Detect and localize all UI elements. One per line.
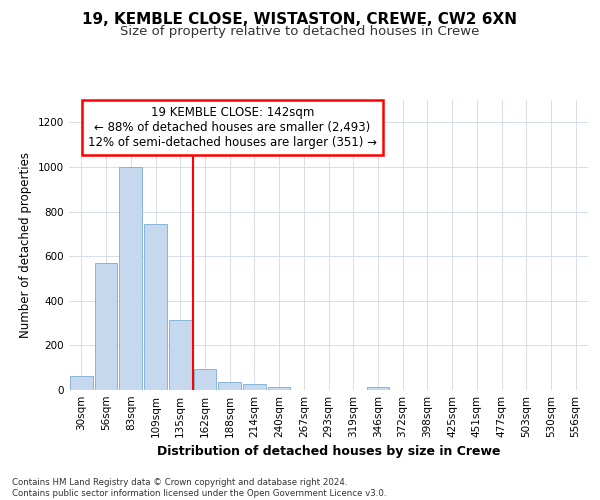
Bar [169,320,191,390]
Bar [70,376,93,390]
Text: 19 KEMBLE CLOSE: 142sqm
← 88% of detached houses are smaller (2,493)
12% of semi: 19 KEMBLE CLOSE: 142sqm ← 88% of detache… [88,106,377,149]
Text: Size of property relative to detached houses in Crewe: Size of property relative to detached ho… [121,25,479,38]
Bar [268,386,290,390]
Bar [119,167,142,390]
X-axis label: Distribution of detached houses by size in Crewe: Distribution of detached houses by size … [157,446,500,458]
Text: Contains HM Land Registry data © Crown copyright and database right 2024.
Contai: Contains HM Land Registry data © Crown c… [12,478,386,498]
Text: 19, KEMBLE CLOSE, WISTASTON, CREWE, CW2 6XN: 19, KEMBLE CLOSE, WISTASTON, CREWE, CW2 … [83,12,517,28]
Bar [194,369,216,390]
Bar [95,263,118,390]
Bar [367,386,389,390]
Bar [243,384,266,390]
Bar [218,382,241,390]
Y-axis label: Number of detached properties: Number of detached properties [19,152,32,338]
Bar [144,224,167,390]
